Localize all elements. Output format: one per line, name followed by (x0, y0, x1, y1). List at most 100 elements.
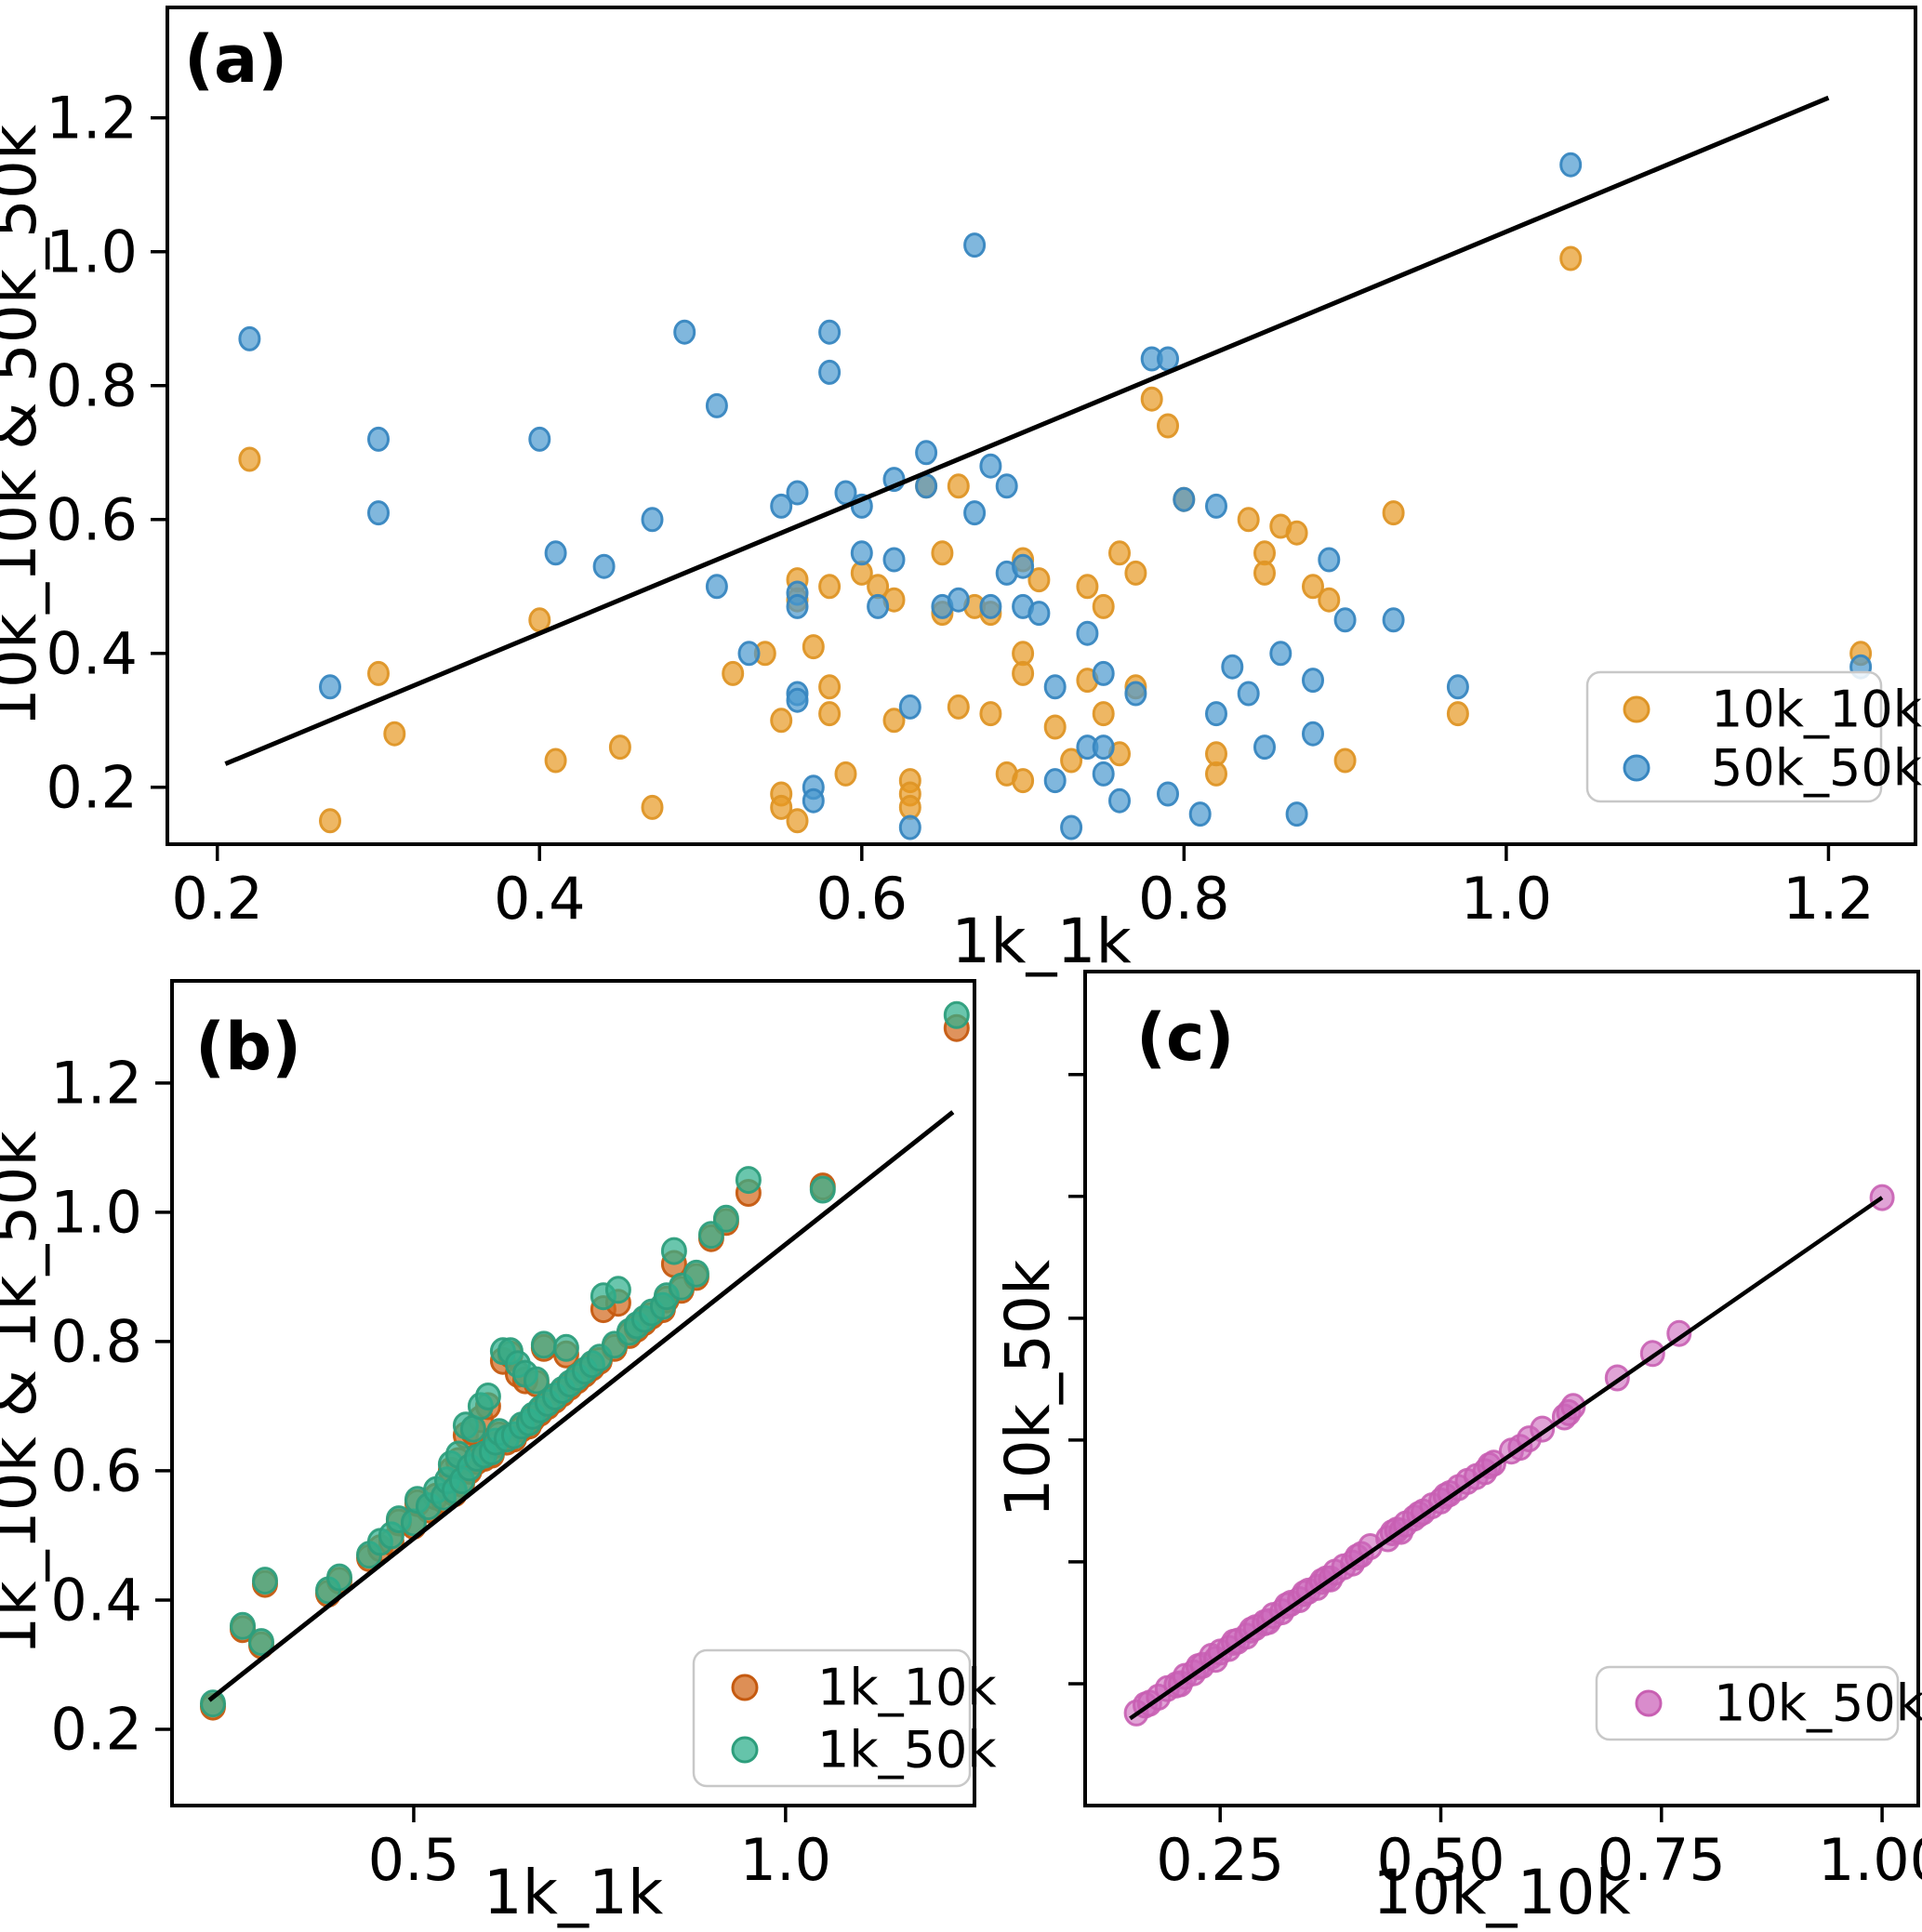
scatter-point (1318, 547, 1341, 573)
scatter-point (523, 1366, 550, 1395)
scatter-point (641, 507, 664, 533)
scatter-point (1092, 761, 1115, 787)
x-tick-label: 1.0 (1461, 865, 1553, 933)
series-50k_50k (238, 152, 1873, 840)
scatter-point (1269, 641, 1292, 667)
scatter-point (770, 493, 793, 519)
x-tick-label: 0.5 (368, 1826, 460, 1894)
scatter-point (1302, 574, 1324, 600)
scatter-point (1188, 801, 1212, 827)
scatter-point (947, 473, 970, 499)
scatter-point (1060, 748, 1083, 774)
y-tick-label: 0.4 (46, 619, 138, 687)
scatter-point (552, 1333, 579, 1362)
scatter-point (705, 574, 728, 600)
y-tick-label: 1.0 (50, 1178, 142, 1246)
scatter-point (834, 761, 857, 787)
scatter-point (383, 721, 406, 747)
plot-border (166, 6, 1917, 846)
scatter-point (200, 1689, 226, 1718)
scatter-point (786, 808, 809, 834)
scatter-point (1076, 574, 1099, 600)
scatter-point (850, 540, 873, 566)
scatter-point (1157, 346, 1179, 372)
y-tick-label: 1.2 (50, 1049, 142, 1117)
scatter-point (786, 687, 809, 713)
scatter-point (238, 446, 261, 472)
legend-label: 1k_10k (817, 1659, 997, 1717)
scatter-point (735, 1166, 762, 1195)
legend-box (1595, 1665, 1900, 1741)
x-tick-label: 0.75 (1597, 1826, 1726, 1894)
x-tick-label: 1.2 (1783, 865, 1875, 933)
scatter-point (1092, 660, 1115, 686)
legend-marker (731, 1674, 759, 1701)
legend-label: 10k_50k (1714, 1674, 1922, 1733)
fit-line (207, 1110, 955, 1702)
scatter-point (1285, 801, 1308, 827)
scatter-point (915, 440, 938, 466)
scatter-point (660, 1237, 687, 1265)
x-tick-label: 0.6 (815, 865, 908, 933)
scatter-point (1205, 701, 1227, 727)
scatter-point (1076, 620, 1099, 646)
scatter-point (915, 473, 938, 499)
scatter-point (474, 1383, 501, 1410)
scatter-point (326, 1563, 352, 1592)
scatter-point (898, 694, 921, 720)
scatter-point (882, 547, 906, 573)
scatter-point (1382, 500, 1405, 526)
panel-letter: (b) (195, 1009, 301, 1085)
y-tick-label: 0.4 (50, 1566, 142, 1634)
scatter-point (1027, 567, 1051, 593)
scatter-point (947, 587, 970, 613)
scatter-point (1092, 593, 1115, 619)
scatter-point (818, 319, 842, 345)
fit-line (1129, 1196, 1884, 1721)
x-tick-label: 0.2 (171, 865, 263, 933)
scatter-point (1446, 701, 1469, 727)
scatter-point (1237, 681, 1260, 707)
scatter-point (802, 787, 825, 814)
scatter-point (1446, 674, 1469, 700)
scatter-point (770, 708, 793, 734)
panel-c: 0.25 0.50 0.75 1.00 (c) 10k_10k 10k_50k 10k_50k (992, 970, 1922, 1928)
panel-a: 0.2 0.4 0.6 0.8 1.0 1.2 0.2 0.4 0.6 0.8 1.0 1.2 (a) 1… (0, 6, 1922, 977)
scatter-point (528, 426, 551, 452)
scatter-point (238, 325, 261, 351)
scatter-point (367, 660, 390, 686)
scatter-point (530, 1330, 557, 1359)
scatter-point (1012, 553, 1035, 579)
x-tick-label: 0.25 (1156, 1826, 1284, 1894)
scatter-point (1559, 152, 1583, 178)
legend-marker (1635, 1689, 1663, 1717)
scatter-point (1253, 560, 1276, 586)
scatter-point (1253, 734, 1276, 761)
y-tick-label: 0.2 (50, 1695, 142, 1763)
scatter-point (319, 808, 341, 834)
scatter-point (979, 593, 1002, 619)
scatter-point (963, 500, 987, 526)
scatter-point (1221, 654, 1244, 680)
scatter-point (1205, 493, 1227, 519)
scatter-point (818, 674, 842, 700)
scatter-point (1124, 560, 1147, 586)
panel-letter: (c) (1136, 999, 1234, 1076)
scatter-point (1666, 1319, 1692, 1347)
scatter-point (802, 634, 825, 660)
series-1k_50k (200, 1000, 970, 1718)
scatter-point (230, 1611, 256, 1640)
scatter-point (544, 748, 567, 774)
scatter-point (995, 473, 1018, 499)
legend-box (692, 1648, 972, 1788)
x-axis-label: 1k_1k (951, 906, 1132, 977)
x-axis-label: 1k_1k (484, 1857, 664, 1928)
series-10k_10k (238, 245, 1873, 834)
scatter-point (818, 359, 842, 385)
scatter-point (1302, 721, 1324, 747)
x-axis-label: 10k_10k (1372, 1857, 1631, 1928)
legend-marker (1623, 695, 1650, 723)
scatter-point (737, 641, 761, 667)
